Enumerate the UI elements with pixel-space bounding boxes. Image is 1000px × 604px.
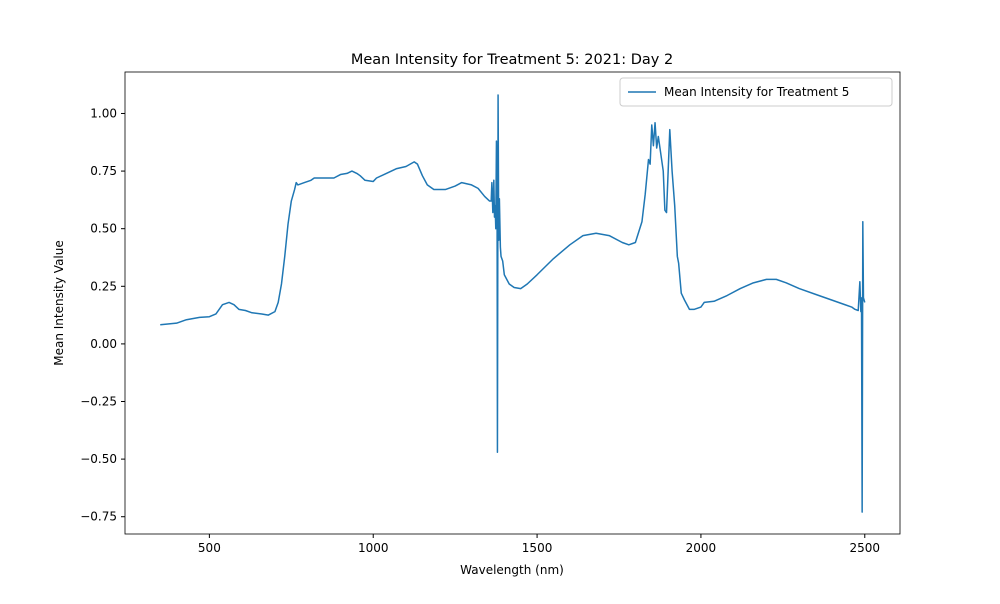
x-tick-label: 2500	[849, 541, 880, 555]
y-tick-label: 1.00	[90, 106, 117, 120]
y-tick-label: 0.50	[90, 222, 117, 236]
x-tick-label: 2000	[686, 541, 717, 555]
y-tick-label: −0.75	[80, 510, 117, 524]
x-tick-label: 1500	[522, 541, 553, 555]
y-tick-label: −0.25	[80, 395, 117, 409]
x-axis-label: Wavelength (nm)	[460, 563, 564, 577]
legend-box	[619, 77, 893, 107]
y-tick-label: 0.00	[90, 337, 117, 351]
y-tick-label: 0.25	[90, 279, 117, 293]
y-tick-label: 0.75	[90, 164, 117, 178]
chart-title: Mean Intensity for Treatment 5: 2021: Da…	[351, 52, 673, 68]
x-tick-label: 500	[198, 541, 221, 555]
x-tick-label: 1000	[358, 541, 389, 555]
y-tick-label: −0.50	[80, 452, 117, 466]
plot-frame	[124, 71, 901, 535]
y-axis-label: Mean Intensity Value	[52, 240, 66, 366]
data-line	[160, 94, 866, 513]
legend-label: Mean Intensity for Treatment 5	[664, 85, 849, 99]
